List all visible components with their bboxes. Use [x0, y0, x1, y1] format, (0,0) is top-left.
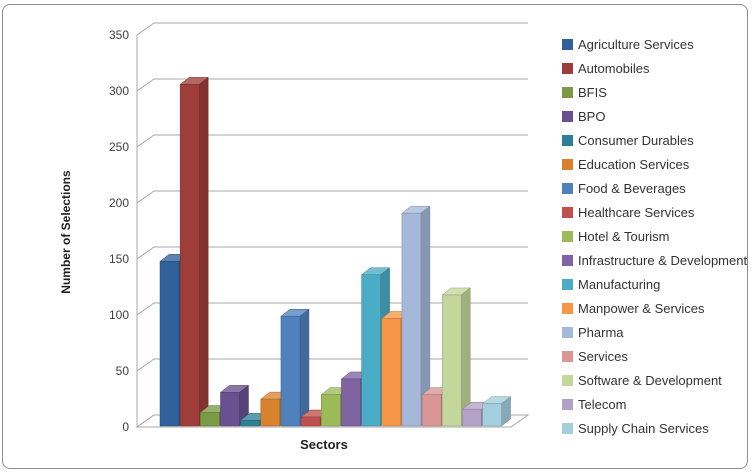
legend-item-infrastructure-development[interactable]: Infrastructure & Development — [562, 248, 747, 272]
bar-pharma[interactable] — [401, 205, 431, 427]
legend-label: Education Services — [578, 156, 690, 172]
legend-swatch-icon — [562, 182, 573, 194]
legend-swatch-icon — [562, 86, 573, 98]
legend-item-manpower-services[interactable]: Manpower & Services — [562, 296, 747, 320]
bar-front-face — [280, 315, 301, 427]
gridline — [136, 190, 528, 204]
legend-swatch-icon — [562, 38, 573, 50]
legend-swatch-icon — [562, 326, 573, 338]
legend-item-bfis[interactable]: BFIS — [562, 80, 747, 104]
legend-label: Pharma — [578, 324, 624, 340]
legend-swatch-icon — [562, 110, 573, 122]
y-tick-label: 250 — [109, 140, 129, 154]
legend-label: Telecom — [578, 396, 627, 412]
legend-label: Consumer Durables — [578, 132, 694, 148]
legend-item-hotel-tourism[interactable]: Hotel & Tourism — [562, 224, 747, 248]
legend-item-food-beverages[interactable]: Food & Beverages — [562, 176, 747, 200]
y-tick-label: 200 — [109, 196, 129, 210]
bar-front-face — [401, 212, 422, 427]
bar-front-face — [260, 398, 281, 427]
legend-item-agriculture-services[interactable]: Agriculture Services — [562, 32, 747, 56]
bar-front-face — [159, 261, 180, 427]
legend-label: Hotel & Tourism — [578, 228, 670, 244]
bars — [159, 76, 512, 427]
legend-label: Healthcare Services — [578, 204, 695, 220]
bar-front-face — [462, 408, 482, 427]
legend-label: Software & Development — [578, 372, 722, 388]
legend-label: Services — [578, 348, 628, 364]
legend-label: Infrastructure & Development — [578, 252, 748, 268]
legend-swatch-icon — [562, 278, 573, 290]
legend-item-consumer-durables[interactable]: Consumer Durables — [562, 128, 747, 152]
legend-label: Food & Beverages — [578, 180, 686, 196]
legend-item-automobiles[interactable]: Automobiles — [562, 56, 747, 80]
legend-item-telecom[interactable]: Telecom — [562, 392, 747, 416]
gridline — [136, 134, 528, 148]
legend-label: Manufacturing — [578, 276, 661, 292]
gridline — [136, 22, 528, 36]
y-tick-label: 0 — [122, 420, 129, 434]
bar-supply-chain-services[interactable] — [481, 396, 512, 427]
legend-item-healthcare-services[interactable]: Healthcare Services — [562, 200, 747, 224]
y-tick-label: 50 — [116, 364, 130, 378]
gridlines: 0 50 100 150 200 250 300 350 — [109, 22, 528, 434]
bar-front-face — [381, 318, 402, 427]
legend-label: Supply Chain Services — [578, 420, 709, 436]
legend-swatch-icon — [562, 134, 573, 146]
bar-front-face — [240, 420, 260, 427]
y-tick-label: 350 — [109, 28, 129, 42]
bar-front-face — [482, 403, 502, 427]
legend-label: BPO — [578, 108, 606, 124]
legend-label: Manpower & Services — [578, 300, 705, 316]
legend-item-education-services[interactable]: Education Services — [562, 152, 747, 176]
bar-front-face — [421, 394, 442, 427]
legend-swatch-icon — [562, 374, 573, 386]
bar-front-face — [300, 416, 321, 427]
legend-swatch-icon — [562, 62, 573, 74]
legend-swatch-icon — [562, 230, 573, 242]
legend-item-software-development[interactable]: Software & Development — [562, 368, 747, 392]
legend-label: Agriculture Services — [578, 36, 694, 52]
bar-front-face — [220, 392, 240, 427]
legend-label: Automobiles — [578, 60, 650, 76]
legend-label: BFIS — [578, 84, 607, 100]
bar-automobiles[interactable] — [179, 76, 209, 427]
bar-front-face — [341, 378, 361, 427]
legend: Agriculture Services Automobiles BFIS BPO Co… — [562, 32, 747, 440]
bar-front-face — [441, 294, 462, 427]
bar-front-face — [321, 394, 341, 427]
y-tick-label: 150 — [109, 252, 129, 266]
legend-item-supply-chain-services[interactable]: Supply Chain Services — [562, 416, 747, 440]
bar-side-face — [198, 76, 209, 427]
legend-item-pharma[interactable]: Pharma — [562, 320, 747, 344]
y-tick-label: 100 — [109, 308, 129, 322]
legend-swatch-icon — [562, 158, 573, 170]
y-axis-title: Number of Selections — [59, 170, 73, 294]
bar-front-face — [200, 412, 220, 427]
legend-item-manufacturing[interactable]: Manufacturing — [562, 272, 747, 296]
legend-item-services[interactable]: Services — [562, 344, 747, 368]
legend-swatch-icon — [562, 350, 573, 362]
legend-swatch-icon — [562, 206, 573, 218]
bar-front-face — [361, 274, 381, 427]
bar-software-development[interactable] — [441, 287, 471, 427]
bar-food-beverages[interactable] — [280, 308, 310, 427]
legend-swatch-icon — [562, 422, 573, 434]
legend-item-bpo[interactable]: BPO — [562, 104, 747, 128]
gridline — [136, 78, 528, 92]
x-axis-title: Sectors — [300, 437, 348, 452]
y-tick-label: 300 — [109, 84, 129, 98]
legend-swatch-icon — [562, 254, 573, 266]
legend-swatch-icon — [562, 398, 573, 410]
legend-swatch-icon — [562, 302, 573, 314]
bar-side-face — [299, 308, 310, 427]
bar-front-face — [179, 84, 200, 427]
